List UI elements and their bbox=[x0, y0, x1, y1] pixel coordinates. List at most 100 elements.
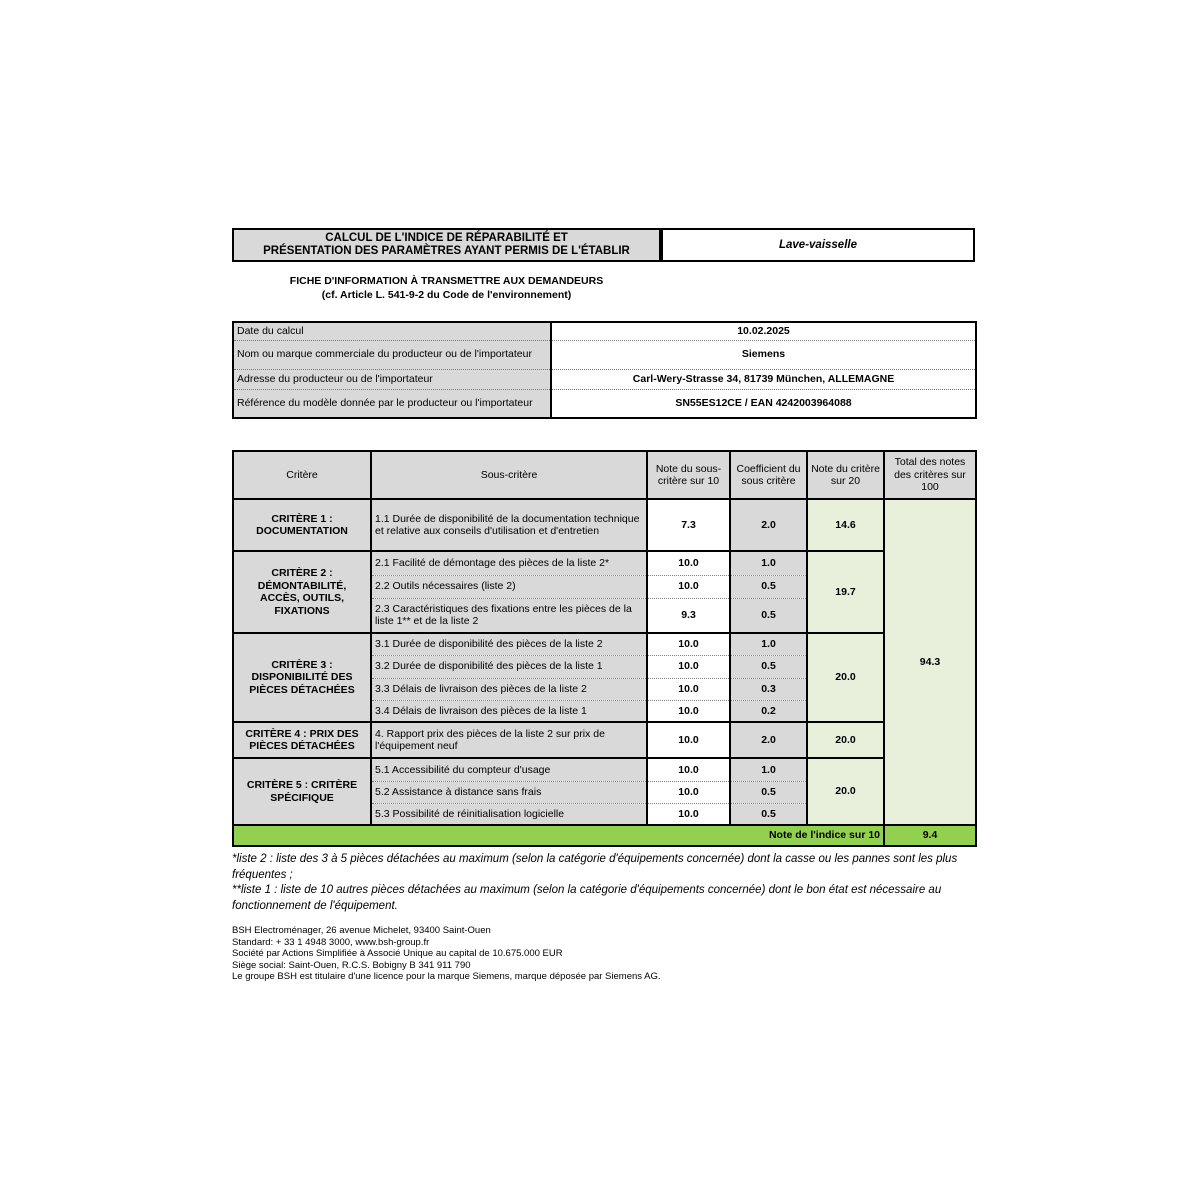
info-value-brand: Siemens bbox=[550, 339, 977, 370]
footer-line-company-form: Société par Actions Simplifiée à Associé… bbox=[232, 948, 563, 960]
coef-5-3: 0.5 bbox=[729, 802, 808, 826]
coef-3-2: 0.5 bbox=[729, 654, 808, 679]
document-title-line2: PRÉSENTATION DES PARAMÈTRES AYANT PERMIS… bbox=[263, 245, 630, 257]
note-1-1: 7.3 bbox=[646, 498, 731, 552]
footer-line-registration: Siège social: Saint-Ouen, R.C.S. Bobigny… bbox=[232, 959, 471, 971]
coef-2-3: 0.5 bbox=[729, 597, 808, 634]
score-header-row: Critère Sous-critère Note du sous-critèr… bbox=[232, 450, 977, 500]
coef-5-2: 0.5 bbox=[729, 780, 808, 804]
score-table: Critère Sous-critère Note du sous-critèr… bbox=[232, 450, 977, 847]
subcriterion-3-2: 3.2 Durée de disponibilité des pièces de… bbox=[370, 654, 648, 679]
table-row: 2.2 Outils nécessaires (liste 2) 10.0 0.… bbox=[233, 574, 976, 599]
coef-4: 2.0 bbox=[729, 721, 808, 759]
subcriterion-2-2: 2.2 Outils nécessaires (liste 2) bbox=[370, 574, 648, 599]
col-header-critere: Critère bbox=[232, 450, 372, 500]
subcriterion-5-2: 5.2 Assistance à distance sans frais bbox=[370, 780, 648, 804]
info-value-address: Carl-Wery-Strasse 34, 81739 München, ALL… bbox=[550, 368, 977, 390]
footer-line-license: Le groupe BSH est titulaire d'une licenc… bbox=[232, 971, 661, 983]
criterion-3-label: CRITÈRE 3 : DISPONIBILITÉ DES PIÈCES DÉT… bbox=[232, 632, 372, 723]
note-3-4: 10.0 bbox=[646, 699, 731, 723]
product-category-box: Lave-vaisselle bbox=[661, 228, 975, 262]
subcriterion-5-3: 5.3 Possibilité de réinitialisation logi… bbox=[370, 802, 648, 826]
note-5-1: 10.0 bbox=[646, 757, 731, 782]
criterion-5-note20: 20.0 bbox=[806, 757, 885, 826]
note-4: 10.0 bbox=[646, 721, 731, 759]
producer-info-table: Date du calcul 10.02.2025 Nom ou marque … bbox=[232, 321, 977, 419]
info-row-address: Adresse du producteur ou de l'importateu… bbox=[232, 368, 977, 390]
total-notes-100: 94.3 bbox=[883, 498, 977, 826]
subcriterion-5-1: 5.1 Accessibilité du compteur d'usage bbox=[370, 757, 648, 782]
table-row: CRITÈRE 4 : PRIX DES PIÈCES DÉTACHÉES 4.… bbox=[232, 721, 976, 759]
info-row-brand: Nom ou marque commerciale du producteur … bbox=[232, 339, 977, 370]
info-label-date: Date du calcul bbox=[232, 321, 552, 341]
col-header-note-sous-critere: Note du sous-critère sur 10 bbox=[646, 450, 731, 500]
footnote-liste2: *liste 2 : liste des 3 à 5 pièces détach… bbox=[232, 853, 958, 881]
note-2-3: 9.3 bbox=[646, 597, 731, 634]
note-3-2: 10.0 bbox=[646, 654, 731, 679]
note-2-1: 10.0 bbox=[646, 550, 731, 576]
index-score-value: 9.4 bbox=[883, 824, 977, 847]
criterion-2-note20: 19.7 bbox=[806, 550, 885, 634]
info-value-model: SN55ES12CE / EAN 4242003964088 bbox=[550, 388, 977, 419]
info-label-address: Adresse du producteur ou de l'importateu… bbox=[232, 368, 552, 390]
criterion-5-label: CRITÈRE 5 : CRITÈRE SPÉCIFIQUE bbox=[232, 757, 372, 826]
table-row: 5.2 Assistance à distance sans frais 10.… bbox=[233, 780, 976, 804]
criterion-1-label: CRITÈRE 1 : DOCUMENTATION bbox=[232, 498, 372, 552]
note-2-2: 10.0 bbox=[646, 574, 731, 599]
criterion-4-label: CRITÈRE 4 : PRIX DES PIÈCES DÉTACHÉES bbox=[232, 721, 372, 759]
coef-3-4: 0.2 bbox=[729, 699, 808, 723]
company-footer: BSH Electroménager, 26 avenue Michelet, … bbox=[232, 925, 977, 983]
table-row: CRITÈRE 1 : DOCUMENTATION 1.1 Durée de d… bbox=[232, 498, 977, 826]
note-5-3: 10.0 bbox=[646, 802, 731, 826]
coef-1-1: 2.0 bbox=[729, 498, 808, 552]
col-header-sous-critere: Sous-critère bbox=[370, 450, 648, 500]
subcriterion-2-1: 2.1 Facilité de démontage des pièces de … bbox=[370, 550, 648, 576]
table-row: 5.3 Possibilité de réinitialisation logi… bbox=[233, 802, 976, 826]
document-title: CALCUL DE L'INDICE DE RÉPARABILITÉ ET PR… bbox=[232, 228, 661, 262]
document-subtitle: FICHE D'INFORMATION À TRANSMETTRE AUX DE… bbox=[232, 274, 661, 302]
document-title-line1: CALCUL DE L'INDICE DE RÉPARABILITÉ ET bbox=[325, 231, 568, 244]
subtitle-line1: FICHE D'INFORMATION À TRANSMETTRE AUX DE… bbox=[289, 275, 604, 287]
col-header-coefficient: Coefficient du sous critère bbox=[729, 450, 808, 500]
subcriterion-4: 4. Rapport prix des pièces de la liste 2… bbox=[370, 721, 648, 759]
coef-2-2: 0.5 bbox=[729, 574, 808, 599]
info-value-date: 10.02.2025 bbox=[550, 321, 977, 341]
criterion-3-note20: 20.0 bbox=[806, 632, 885, 723]
criterion-4-note20: 20.0 bbox=[806, 721, 885, 759]
subcriterion-3-3: 3.3 Délais de livraison des pièces de la… bbox=[370, 677, 648, 701]
note-3-1: 10.0 bbox=[646, 632, 731, 656]
subcriterion-3-1: 3.1 Durée de disponibilité des pièces de… bbox=[370, 632, 648, 656]
index-score-label: Note de l'indice sur 10 bbox=[232, 824, 885, 847]
subcriterion-1-1: 1.1 Durée de disponibilité de la documen… bbox=[370, 498, 648, 552]
subtitle-line2: (cf. Article L. 541-9-2 du Code de l'env… bbox=[321, 289, 572, 301]
subcriterion-3-4: 3.4 Délais de livraison des pièces de la… bbox=[370, 699, 648, 723]
coef-5-1: 1.0 bbox=[729, 757, 808, 782]
col-header-total-100: Total des notes des critères sur 100 bbox=[883, 450, 977, 500]
table-row: 2.3 Caractéristiques des fixations entre… bbox=[233, 597, 976, 634]
coef-3-1: 1.0 bbox=[729, 632, 808, 656]
criterion-1-note20: 14.6 bbox=[806, 498, 885, 552]
info-label-brand: Nom ou marque commerciale du producteur … bbox=[232, 339, 552, 370]
table-row: CRITÈRE 3 : DISPONIBILITÉ DES PIÈCES DÉT… bbox=[232, 632, 976, 723]
table-row: CRITÈRE 2 : DÉMONTABILITÉ, ACCÈS, OUTILS… bbox=[232, 550, 976, 634]
footer-line-address: BSH Electroménager, 26 avenue Michelet, … bbox=[232, 925, 491, 936]
product-category-label: Lave-vaisselle bbox=[778, 239, 857, 251]
table-row: 3.4 Délais de livraison des pièces de la… bbox=[233, 699, 976, 723]
subcriterion-2-3: 2.3 Caractéristiques des fixations entre… bbox=[370, 597, 648, 634]
info-row-date: Date du calcul 10.02.2025 bbox=[232, 321, 977, 341]
table-row: 3.2 Durée de disponibilité des pièces de… bbox=[233, 654, 976, 679]
note-3-3: 10.0 bbox=[646, 677, 731, 701]
criterion-2-label: CRITÈRE 2 : DÉMONTABILITÉ, ACCÈS, OUTILS… bbox=[232, 550, 372, 634]
info-label-model: Référence du modèle donnée par le produc… bbox=[232, 388, 552, 419]
footnote-liste1: **liste 1 : liste de 10 autres pièces dé… bbox=[232, 884, 942, 912]
footnotes: *liste 2 : liste des 3 à 5 pièces détach… bbox=[232, 852, 977, 914]
info-row-model: Référence du modèle donnée par le produc… bbox=[232, 388, 977, 419]
table-row: CRITÈRE 5 : CRITÈRE SPÉCIFIQUE 5.1 Acces… bbox=[232, 757, 976, 826]
coef-2-1: 1.0 bbox=[729, 550, 808, 576]
index-score-row: Note de l'indice sur 10 9.4 bbox=[232, 824, 977, 847]
col-header-note-20: Note du critère sur 20 bbox=[806, 450, 885, 500]
footer-line-phone: Standard: + 33 1 4948 3000, www.bsh-grou… bbox=[232, 936, 430, 948]
coef-3-3: 0.3 bbox=[729, 677, 808, 701]
note-5-2: 10.0 bbox=[646, 780, 731, 804]
